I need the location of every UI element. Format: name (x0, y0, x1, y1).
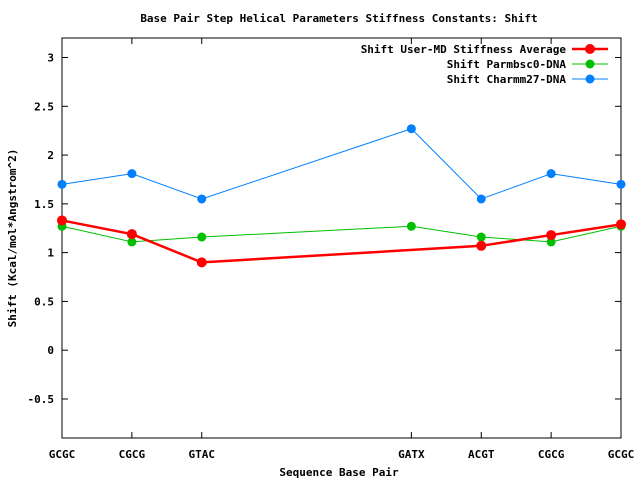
data-point (127, 169, 137, 179)
data-point (57, 179, 67, 189)
data-point (127, 237, 137, 247)
series-2 (57, 124, 626, 204)
legend-label: Shift User-MD Stiffness Average (361, 43, 567, 56)
y-tick-label: 2 (47, 149, 54, 162)
x-tick-label: ACGT (468, 448, 495, 461)
data-point (616, 179, 626, 189)
data-point (406, 221, 416, 231)
data-point (476, 240, 487, 251)
series-layer (57, 124, 626, 268)
legend-label: Shift Charmm27-DNA (447, 73, 567, 86)
x-tick-label: GATX (398, 448, 425, 461)
data-point (546, 237, 556, 247)
data-point (476, 232, 486, 242)
data-point (476, 194, 486, 204)
x-tick-label: GCGC (608, 448, 635, 461)
series-line (61, 219, 622, 264)
x-tick-label: CGCG (538, 448, 565, 461)
legend-marker (585, 59, 595, 69)
y-tick-label: 2.5 (34, 100, 54, 113)
x-axis-label: Sequence Base Pair (279, 466, 399, 479)
x-tick-label: CGCG (119, 448, 146, 461)
x-axis: GCGC CGCG GTAC GATX ACGT CGCG GCGC (49, 38, 635, 461)
y-tick-label: 0 (47, 344, 54, 357)
data-point (616, 219, 626, 230)
legend-marker (585, 74, 595, 84)
data-point (546, 230, 557, 241)
series-1 (57, 221, 626, 247)
data-point (196, 257, 207, 268)
data-point (197, 194, 207, 204)
data-point (197, 232, 207, 242)
plot-frame (61, 37, 622, 439)
x-tick-label: GTAC (189, 448, 216, 461)
legend: Shift User-MD Stiffness Average Shift Par… (361, 43, 608, 86)
y-tick-label: 0.5 (34, 295, 54, 308)
legend-label: Shift Parmbsc0-DNA (447, 58, 567, 71)
y-tick-label: 3 (47, 52, 54, 65)
y-tick-label: 1.5 (34, 198, 54, 211)
data-point (126, 229, 137, 240)
chart-title: Base Pair Step Helical Parameters Stiffn… (140, 12, 537, 25)
series-0 (57, 215, 626, 268)
data-point (546, 169, 556, 179)
y-axis-label: Shift (Kcal/mol*Angstrom^2) (6, 149, 19, 328)
legend-marker (585, 44, 595, 54)
series-line (61, 128, 622, 200)
x-tick-label: GCGC (49, 448, 76, 461)
y-tick-label: -0.5 (28, 393, 55, 406)
data-point (406, 124, 416, 134)
data-point (57, 215, 67, 226)
y-tick-label: 1 (47, 247, 54, 260)
y-axis: -0.5 0 0.5 1 1.5 2 2.5 3 (28, 52, 621, 406)
